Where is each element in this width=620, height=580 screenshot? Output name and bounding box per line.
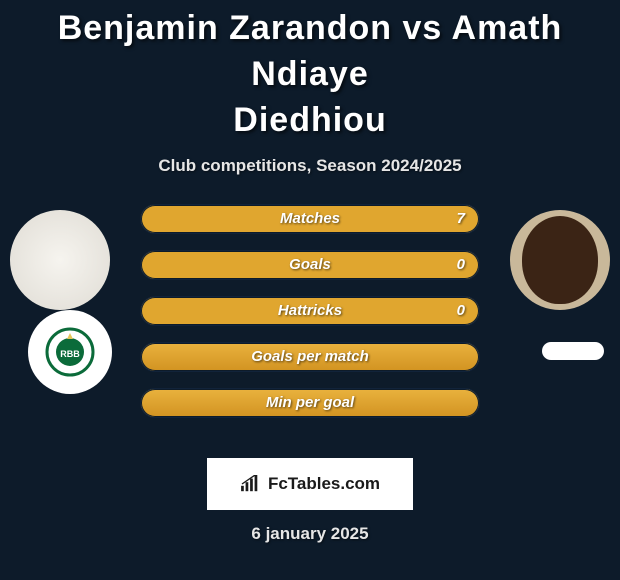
club-crest-icon: RBB bbox=[45, 327, 95, 377]
stat-label: Goals bbox=[141, 251, 479, 279]
stat-right-value: 0 bbox=[457, 251, 465, 279]
player-right-face bbox=[522, 216, 598, 304]
player-left-club-badge: RBB bbox=[28, 310, 112, 394]
stat-row-hattricks: Hattricks 0 bbox=[140, 296, 480, 326]
site-logo-text: FcTables.com bbox=[268, 474, 380, 494]
stat-row-goals-per-match: Goals per match bbox=[140, 342, 480, 372]
stats-column: Matches 7 Goals 0 Hattricks 0 Goals per … bbox=[140, 204, 480, 418]
stat-row-goals: Goals 0 bbox=[140, 250, 480, 280]
stat-label: Hattricks bbox=[141, 297, 479, 325]
stat-label: Min per goal bbox=[141, 389, 479, 417]
svg-text:RBB: RBB bbox=[60, 349, 80, 359]
title-line-1: Benjamin Zarandon vs Amath Ndiaye bbox=[58, 9, 563, 93]
title-line-2: Diedhiou bbox=[233, 101, 386, 139]
page-title: Benjamin Zarandon vs Amath Ndiaye Diedhi… bbox=[0, 0, 620, 144]
stat-label: Goals per match bbox=[141, 343, 479, 371]
stat-right-value: 7 bbox=[457, 205, 465, 233]
site-logo[interactable]: FcTables.com bbox=[207, 458, 413, 510]
stat-row-matches: Matches 7 bbox=[140, 204, 480, 234]
stat-label: Matches bbox=[141, 205, 479, 233]
comparison-arena: RBB Matches 7 Goals 0 Hattricks 0 Goals … bbox=[0, 204, 620, 444]
player-left-photo bbox=[10, 210, 110, 310]
date-label: 6 january 2025 bbox=[0, 524, 620, 544]
stat-right-value: 0 bbox=[457, 297, 465, 325]
player-right-tag bbox=[542, 342, 604, 360]
subtitle: Club competitions, Season 2024/2025 bbox=[0, 156, 620, 176]
stat-row-min-per-goal: Min per goal bbox=[140, 388, 480, 418]
bar-chart-icon bbox=[240, 475, 262, 493]
player-right-photo bbox=[510, 210, 610, 310]
